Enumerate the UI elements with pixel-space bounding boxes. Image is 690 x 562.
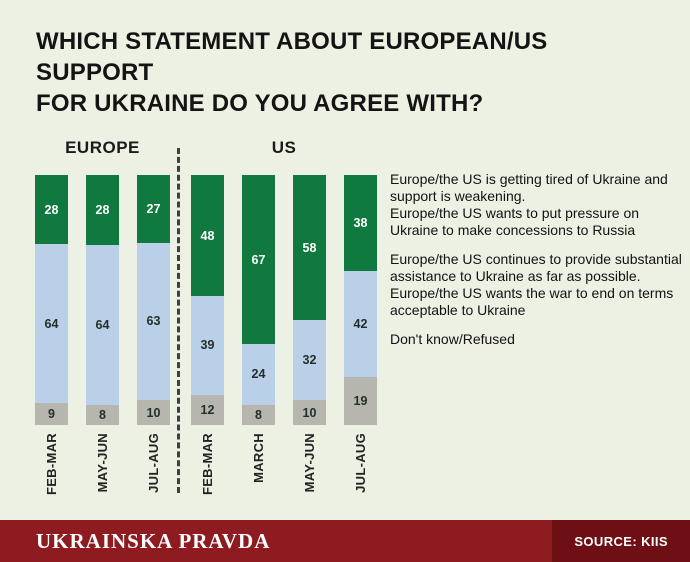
- bar-column: 27 63 10 JUL-AUG: [137, 175, 170, 497]
- bar-segment-tired: 28: [86, 175, 119, 245]
- bar-stack: 28 64 9: [35, 175, 68, 425]
- bar-value: 42: [353, 316, 368, 331]
- bar-segment-tired: 27: [137, 175, 170, 243]
- legend-item-refused: Don't know/Refused: [390, 331, 515, 347]
- category-label: MAY-JUN: [95, 433, 110, 493]
- legend-item-assistance: Europe/the US continues to provide subst…: [390, 251, 682, 318]
- bar-value: 19: [353, 393, 368, 408]
- source-badge: SOURCE: KIIS: [552, 520, 690, 562]
- bar-stack: 58 32 10: [293, 175, 326, 425]
- bar-column: 67 24 8 MARCH: [242, 175, 275, 497]
- bars-row: 48 39 12 FEB-MAR 67 24 8 MARCH 58 32 10 MAY-JUN 38 42…: [191, 175, 377, 497]
- bar-segment-assistance: 64: [35, 244, 68, 403]
- bar-segment-tired: 38: [344, 175, 377, 271]
- bar-segment-tired: 28: [35, 175, 68, 245]
- bar-segment-refused: 9: [35, 402, 68, 425]
- legend: Europe/the US is getting tired of Ukrain…: [390, 171, 682, 360]
- footer-bar: UKRAINSKA PRAVDA SOURCE: KIIS: [0, 520, 690, 562]
- bar-segment-refused: 8: [242, 404, 275, 425]
- chart-groups: EUROPE 28 64 9 FEB-MAR 28 64 8 MAY-JUN 27 63 10 JUL-…: [35, 138, 377, 497]
- bars-row: 28 64 9 FEB-MAR 28 64 8 MAY-JUN 27 63 10 JUL-AUG: [35, 175, 170, 497]
- bar-segment-tired: 67: [242, 175, 275, 345]
- bar-segment-assistance: 64: [86, 245, 119, 405]
- bar-segment-assistance: 32: [293, 320, 326, 400]
- bar-value: 64: [95, 318, 110, 332]
- bar-stack: 67 24 8: [242, 175, 275, 425]
- bar-value: 28: [95, 203, 110, 217]
- bar-stack: 38 42 19: [344, 175, 377, 425]
- bar-segment-assistance: 24: [242, 344, 275, 405]
- bar-value: 8: [99, 408, 106, 422]
- bar-value: 38: [353, 215, 368, 230]
- bar-value: 10: [146, 405, 161, 420]
- bar-value: 8: [255, 407, 262, 422]
- category-label: FEB-MAR: [200, 433, 215, 496]
- bar-value: 12: [200, 402, 215, 417]
- bar-value: 64: [44, 316, 59, 331]
- category-label: JUL-AUG: [353, 433, 368, 493]
- bar-segment-refused: 19: [344, 377, 377, 425]
- legend-item-tired: Europe/the US is getting tired of Ukrain…: [390, 171, 668, 238]
- bar-segment-assistance: 63: [137, 242, 170, 400]
- bar-segment-refused: 8: [86, 405, 119, 425]
- group-label: US: [271, 138, 297, 157]
- bar-value: 27: [146, 201, 161, 216]
- bar-stack: 48 39 12: [191, 175, 224, 425]
- brand-logo: UKRAINSKA PRAVDA: [36, 528, 271, 553]
- bar-segment-refused: 10: [293, 400, 326, 425]
- category-label: FEB-MAR: [44, 433, 59, 496]
- bar-value: 28: [44, 202, 59, 217]
- bar-value: 9: [48, 406, 55, 421]
- group-label: EUROPE: [65, 138, 140, 157]
- bar-segment-assistance: 39: [191, 296, 224, 395]
- bar-stack: 28 64 8: [86, 175, 119, 425]
- bar-column: 28 64 9 FEB-MAR: [35, 175, 68, 497]
- bar-value: 67: [251, 252, 266, 267]
- bar-column: 28 64 8 MAY-JUN: [86, 175, 119, 497]
- category-label: JUL-AUG: [146, 433, 161, 493]
- bar-value: 24: [251, 367, 266, 382]
- bar-column: 48 39 12 FEB-MAR: [191, 175, 224, 497]
- bar-stack: 27 63 10: [137, 175, 170, 425]
- category-label: MAY-JUN: [302, 433, 317, 493]
- category-label: MARCH: [251, 433, 266, 483]
- bar-value: 58: [302, 240, 317, 255]
- bar-segment-refused: 10: [137, 400, 170, 425]
- bar-column: 58 32 10 MAY-JUN: [293, 175, 326, 497]
- bar-segment-refused: 12: [191, 394, 224, 425]
- chart-title: WHICH STATEMENT ABOUT EUROPEAN/US SUPPOR…: [36, 28, 548, 117]
- bar-value: 48: [200, 228, 215, 243]
- bar-value: 39: [200, 338, 215, 353]
- chart-group: US 48 39 12 FEB-MAR 67 24 8 MARCH 58 32 10 MAY-JUN 38…: [191, 138, 377, 497]
- bar-segment-assistance: 42: [344, 270, 377, 377]
- bar-column: 38 42 19 JUL-AUG: [344, 175, 377, 497]
- group-divider: [177, 148, 180, 493]
- bar-segment-tired: 48: [191, 175, 224, 297]
- chart-group: EUROPE 28 64 9 FEB-MAR 28 64 8 MAY-JUN 27 63 10 JUL-…: [35, 138, 170, 497]
- bar-segment-tired: 58: [293, 175, 326, 320]
- bar-value: 32: [302, 353, 317, 367]
- bar-value: 63: [146, 314, 161, 329]
- bar-value: 10: [302, 405, 317, 420]
